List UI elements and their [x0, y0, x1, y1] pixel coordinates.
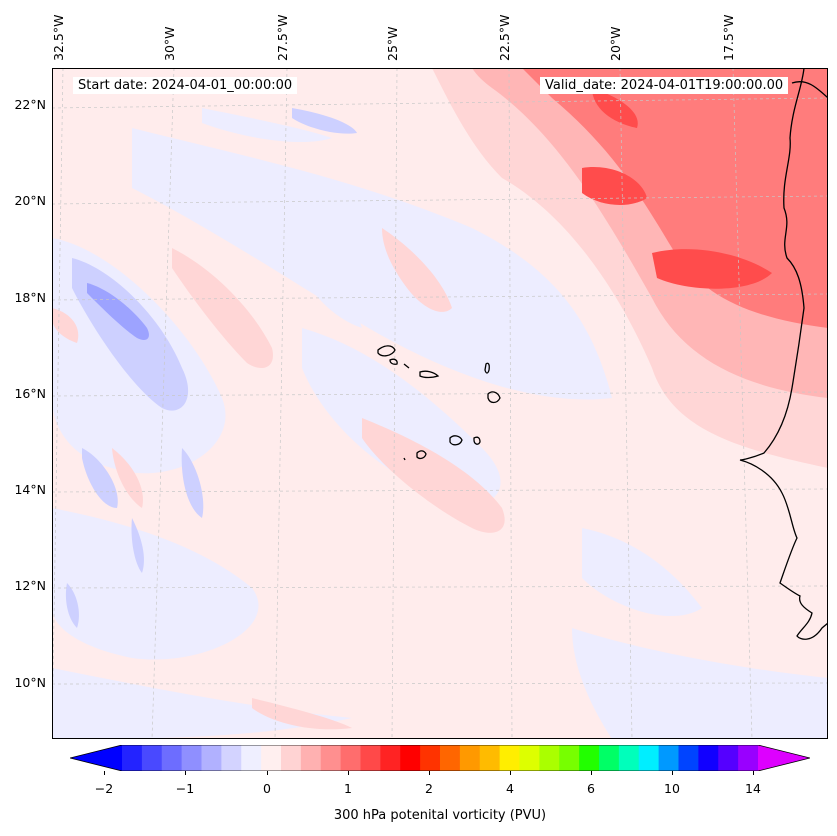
cbar-tick-10: 10 [664, 781, 680, 796]
colorbar-swatch [658, 745, 680, 771]
cbar-tick-neg1: −1 [175, 781, 195, 796]
colorbar-swatch [599, 745, 620, 771]
colorbar-swatch [300, 745, 322, 771]
colorbar-swatch [539, 745, 560, 771]
colorbar-swatch [440, 745, 461, 771]
coastline-north [791, 81, 828, 99]
lat-label-12n: 12°N [14, 578, 46, 593]
colorbar-swatch [638, 745, 660, 771]
colorbar-swatch [241, 745, 262, 771]
cape-verde-islands [377, 345, 501, 461]
lon-label-25w: 25°W [385, 26, 400, 61]
colorbar-extend-min [70, 745, 122, 771]
map-frame [52, 68, 828, 739]
cbar-tick-6: 6 [587, 781, 595, 796]
colorbar-swatch [579, 745, 600, 771]
cbar-tick-mark-10 [672, 771, 673, 775]
colorbar-swatch [161, 745, 183, 771]
valid-date-label: Valid_date: 2024-04-01T19:00:00.00 [540, 77, 789, 94]
colorbar-swatch [698, 745, 719, 771]
lat-label-22n: 22°N [14, 97, 46, 112]
colorbar-swatch [420, 745, 441, 771]
gridlines [52, 68, 828, 739]
colorbar-swatch [559, 745, 580, 771]
cbar-tick-0: 0 [263, 781, 271, 796]
colorbar-swatch [738, 745, 759, 771]
lat-label-16n: 16°N [14, 386, 46, 401]
colorbar-swatch [221, 745, 242, 771]
lat-label-18n: 18°N [14, 290, 46, 305]
colorbar [70, 745, 810, 771]
cbar-tick-mark-14 [753, 771, 754, 775]
colorbar-extend-max [758, 745, 810, 771]
colorbar-swatch [340, 745, 362, 771]
cbar-tick-2: 2 [425, 781, 433, 796]
cbar-tick-14: 14 [745, 781, 761, 796]
colorbar-swatch [141, 745, 163, 771]
colorbar-swatch [400, 745, 421, 771]
colorbar-swatch [360, 745, 381, 771]
colorbar-swatch [499, 745, 521, 771]
cbar-tick-mark-neg2 [104, 771, 105, 775]
lon-label-32-5w: 32.5°W [51, 14, 66, 61]
pos-max-regions [582, 88, 772, 289]
start-date-label: Start date: 2024-04-01_00:00:00 [73, 77, 298, 94]
colorbar-swatch [261, 745, 282, 771]
colorbar-swatch [618, 745, 640, 771]
colorbar-swatch [380, 745, 401, 771]
colorbar-swatch [459, 745, 481, 771]
cbar-tick-mark-0 [267, 771, 268, 775]
cbar-tick-mark-2 [429, 771, 430, 775]
colorbar-swatch [122, 745, 143, 771]
cbar-tick-mark-neg1 [185, 771, 186, 775]
cbar-tick-mark-4 [510, 771, 511, 775]
lon-label-22-5w: 22.5°W [497, 14, 512, 61]
colorbar-swatch [519, 745, 540, 771]
lon-label-30w: 30°W [162, 26, 177, 61]
cbar-tick-4: 4 [506, 781, 514, 796]
cbar-tick-mark-6 [591, 771, 592, 775]
colorbar-swatch [718, 745, 739, 771]
lat-label-10n: 10°N [14, 675, 46, 690]
colorbar-swatch [479, 745, 501, 771]
neg-strong-core [87, 283, 149, 340]
lat-label-20n: 20°N [14, 193, 46, 208]
colorbar-swatch [201, 745, 222, 771]
cbar-tick-1: 1 [344, 781, 352, 796]
colorbar-title: 300 hPa potenital vorticity (PVU) [333, 808, 547, 823]
lon-label-20w: 20°W [608, 26, 623, 61]
lon-label-27-5w: 27.5°W [275, 14, 290, 61]
coastline-africa [739, 68, 828, 640]
colorbar-swatch [678, 745, 699, 771]
colorbar-swatch [281, 745, 302, 771]
lon-label-17-5w: 17.5°W [721, 14, 736, 61]
cbar-tick-neg2: −2 [94, 781, 114, 796]
colorbar-swatch [320, 745, 342, 771]
cbar-tick-mark-1 [348, 771, 349, 775]
lat-label-14n: 14°N [14, 482, 46, 497]
pv-map [52, 68, 828, 739]
neg-light-regions [52, 108, 828, 739]
colorbar-swatch [181, 745, 203, 771]
